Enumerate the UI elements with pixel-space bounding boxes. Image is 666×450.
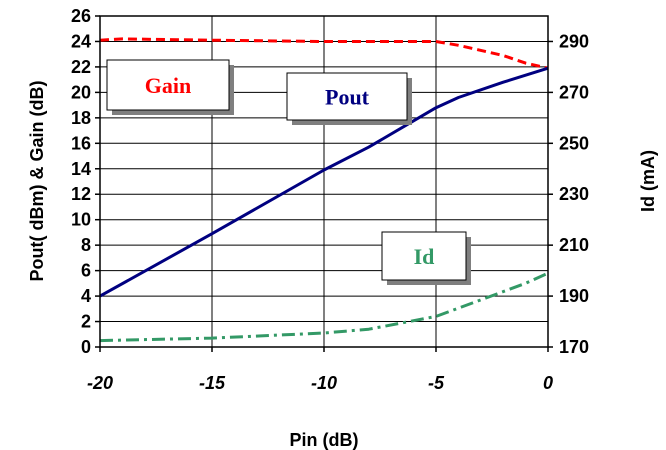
y-tick-label: 26 xyxy=(71,6,91,26)
label-box-pout xyxy=(286,72,408,121)
x-tick-label: -20 xyxy=(87,373,113,393)
label-text-pout: Pout xyxy=(325,85,370,110)
series-line-gain xyxy=(99,37,549,70)
x-axis-title: Pin (dB) xyxy=(290,430,359,450)
y-tick-label: 20 xyxy=(71,82,91,102)
series-line-pout xyxy=(99,66,549,298)
y2-tick-label: 190 xyxy=(559,286,589,306)
y-tick-label: 0 xyxy=(81,337,91,357)
y-tick-label: 18 xyxy=(71,108,91,128)
y2-axis-title: Id (mA) xyxy=(638,150,658,212)
y-axis-title: Pout( dBm) & Gain (dB) xyxy=(27,81,47,282)
label-text-id: Id xyxy=(414,244,435,269)
series-line-id xyxy=(99,271,549,343)
y2-tick-label: 290 xyxy=(559,31,589,51)
x-tick-label: -15 xyxy=(199,373,226,393)
y2-tick-label: 170 xyxy=(559,337,589,357)
y-tick-label: 24 xyxy=(71,31,91,51)
y-tick-label: 4 xyxy=(81,286,91,306)
series-layer xyxy=(99,37,549,343)
x-tick-label: -10 xyxy=(311,373,337,393)
y-tick-label: 10 xyxy=(71,210,91,230)
y-tick-label: 14 xyxy=(71,159,91,179)
y-tick-label: 16 xyxy=(71,133,91,153)
label-box-gain xyxy=(106,59,230,111)
y2-tick-label: 230 xyxy=(559,184,589,204)
y-tick-label: 6 xyxy=(81,261,91,281)
y2-tick-label: 270 xyxy=(559,82,589,102)
y-tick-label: 2 xyxy=(81,312,91,332)
y2-tick-label: 250 xyxy=(559,133,589,153)
y-tick-label: 22 xyxy=(71,57,91,77)
plot-frame xyxy=(99,15,549,348)
x-tick-label: -5 xyxy=(428,373,445,393)
y-tick-label: 8 xyxy=(81,235,91,255)
label-box-id xyxy=(381,231,467,281)
y-tick-label: 12 xyxy=(71,184,91,204)
series-labels: Gain Pout Id xyxy=(106,59,471,285)
label-text-gain: Gain xyxy=(145,73,191,98)
y2-tick-label: 210 xyxy=(559,235,589,255)
x-tick-label: 0 xyxy=(543,373,553,393)
